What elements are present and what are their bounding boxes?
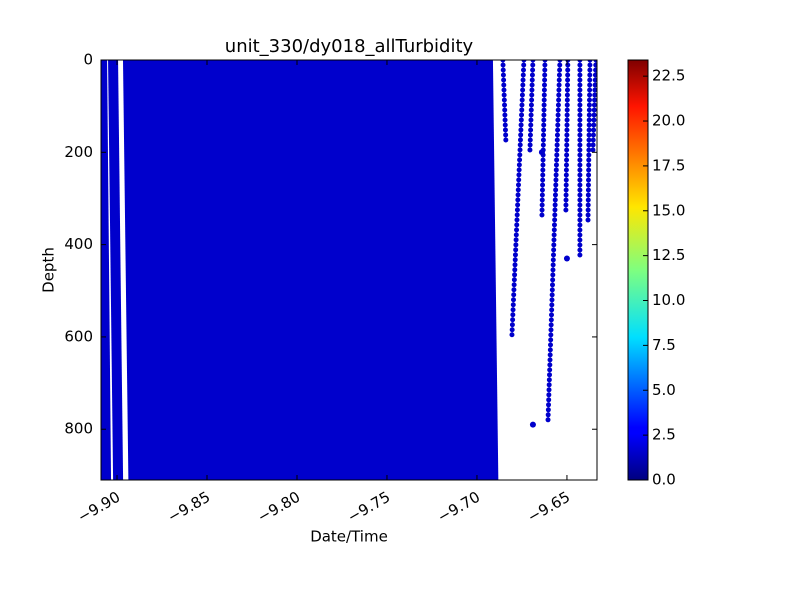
x-tick-label: −9.90 — [74, 488, 123, 527]
x-axis-label: Date/Time — [310, 528, 388, 546]
colorbar-tick-label: 12.5 — [652, 246, 685, 264]
dense-profile — [473, 60, 490, 480]
dense-profile — [203, 60, 220, 480]
colorbar-tick-label: 15.0 — [652, 201, 685, 219]
dense-profile — [101, 60, 112, 480]
dense-profile — [455, 60, 472, 480]
dense-profile — [419, 60, 436, 480]
dotted-profile — [585, 60, 593, 225]
dense-profile — [446, 60, 463, 480]
dense-profile — [293, 60, 310, 480]
dense-profile — [158, 60, 175, 480]
colorbar-tick-label: 20.0 — [652, 112, 685, 130]
y-tick-label: 200 — [64, 143, 93, 161]
dense-profile — [194, 60, 211, 480]
dotted-profile — [590, 60, 597, 155]
dense-profile — [347, 60, 364, 480]
dense-profile — [176, 60, 193, 480]
y-tick-label: 400 — [64, 235, 93, 253]
dense-profile — [149, 60, 166, 480]
x-tick-label: −9.70 — [434, 488, 483, 527]
dense-profile — [365, 60, 382, 480]
dense-profile — [266, 60, 283, 480]
dotted-profile — [509, 60, 527, 340]
dense-profile — [185, 60, 202, 480]
dotted-profile — [527, 60, 536, 155]
dense-profile — [320, 60, 337, 480]
dense-profile — [239, 60, 256, 480]
dotted-profile — [545, 60, 563, 428]
chart-title: unit_330/dy018_allTurbidity — [225, 36, 474, 57]
dense-profile — [410, 60, 427, 480]
plot-frame — [100, 59, 598, 481]
dense-profile — [122, 60, 139, 480]
point — [563, 255, 570, 262]
dense-profile — [356, 60, 373, 480]
colorbar-tick-label: 0.0 — [652, 471, 676, 489]
x-tick-label: −9.80 — [254, 488, 303, 527]
dense-profile — [329, 60, 346, 480]
dense-profile — [131, 60, 148, 480]
colorbar-tick-label: 5.0 — [652, 381, 676, 399]
dense-profile — [311, 60, 328, 480]
dense-profile — [275, 60, 292, 480]
colorbar — [627, 59, 649, 481]
colorbar-tick-label: 22.5 — [652, 67, 685, 85]
dense-profile — [464, 60, 481, 480]
dense-profile — [284, 60, 301, 480]
dense-profile — [401, 60, 418, 480]
dense-profile — [230, 60, 247, 480]
y-axis-label: Depth — [40, 247, 58, 293]
dotted-profile — [563, 60, 571, 215]
x-tick-label: −9.65 — [524, 488, 573, 527]
dense-profile — [482, 60, 499, 480]
dense-profile — [248, 60, 265, 480]
y-tick-label: 800 — [64, 420, 93, 438]
dense-profile — [302, 60, 319, 480]
colorbar-tick-label: 10.0 — [652, 291, 685, 309]
dense-profile — [140, 60, 157, 480]
dense-profile — [212, 60, 229, 480]
dense-profile — [338, 60, 355, 480]
colorbar-tick-label: 2.5 — [652, 426, 676, 444]
y-tick-label: 600 — [64, 327, 93, 345]
dense-profile — [167, 60, 184, 480]
dense-profile — [108, 60, 124, 480]
dense-profile — [221, 60, 238, 480]
dense-profile — [428, 60, 445, 480]
dense-profile — [392, 60, 409, 480]
dotted-profile — [500, 60, 509, 146]
dense-profile — [257, 60, 274, 480]
point — [538, 149, 545, 156]
dotted-profile — [539, 60, 548, 220]
colorbar-tick-label: 17.5 — [652, 156, 685, 174]
y-tick-label: 0 — [83, 51, 93, 69]
dense-profile — [437, 60, 454, 480]
x-tick-label: −9.85 — [164, 488, 213, 527]
dense-profile — [383, 60, 400, 480]
point — [529, 421, 536, 428]
dense-profile — [374, 60, 391, 480]
plot-area — [101, 60, 597, 480]
colorbar-tick-label: 7.5 — [652, 336, 676, 354]
x-tick-label: −9.75 — [344, 488, 393, 527]
